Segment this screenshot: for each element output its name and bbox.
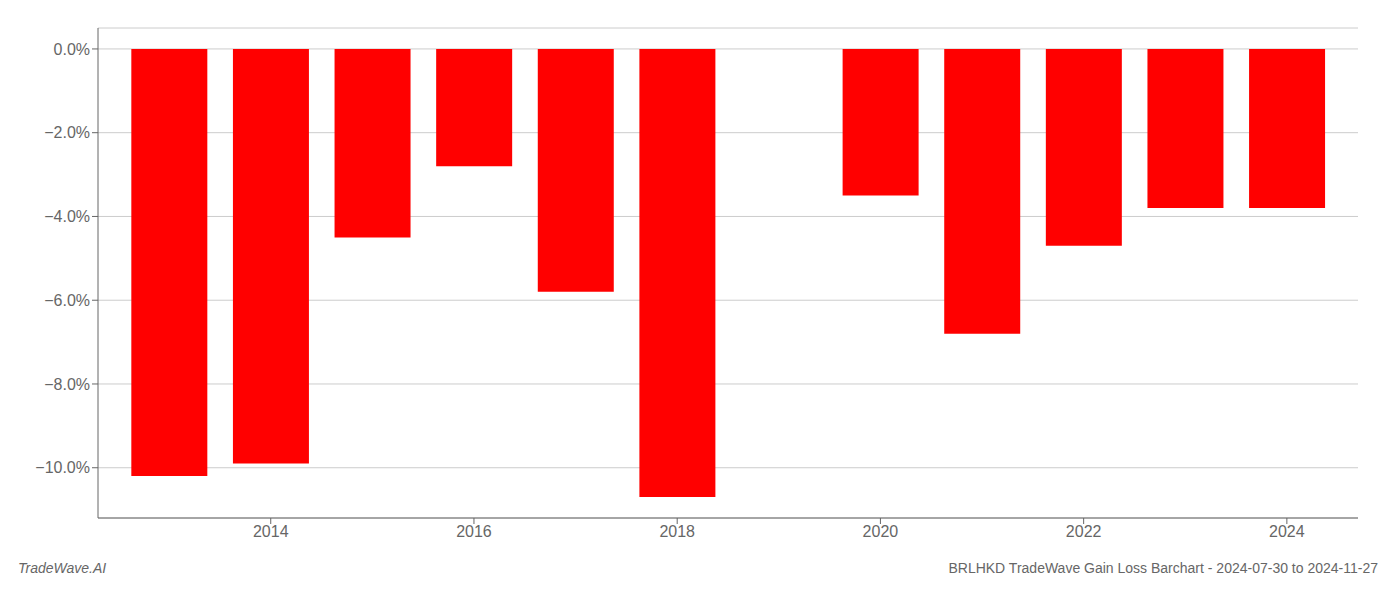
svg-text:−10.0%: −10.0% bbox=[35, 459, 90, 476]
svg-text:−6.0%: −6.0% bbox=[44, 292, 90, 309]
svg-text:2014: 2014 bbox=[253, 523, 289, 540]
svg-text:−2.0%: −2.0% bbox=[44, 124, 90, 141]
svg-text:2024: 2024 bbox=[1269, 523, 1305, 540]
html-text:BRLHKD TradeWave Gain Loss Bar: BRLHKD TradeWave Gain Loss Barchart - 20… bbox=[948, 560, 1378, 576]
svg-text:−4.0%: −4.0% bbox=[44, 208, 90, 225]
svg-text:2016: 2016 bbox=[456, 523, 492, 540]
svg-text:−8.0%: −8.0% bbox=[44, 376, 90, 393]
svg-text:2022: 2022 bbox=[1066, 523, 1102, 540]
html-text:TradeWave.AI: TradeWave.AI bbox=[18, 560, 107, 576]
svg-text:2020: 2020 bbox=[863, 523, 899, 540]
svg-text:0.0%: 0.0% bbox=[54, 41, 90, 58]
svg-text:2018: 2018 bbox=[659, 523, 695, 540]
